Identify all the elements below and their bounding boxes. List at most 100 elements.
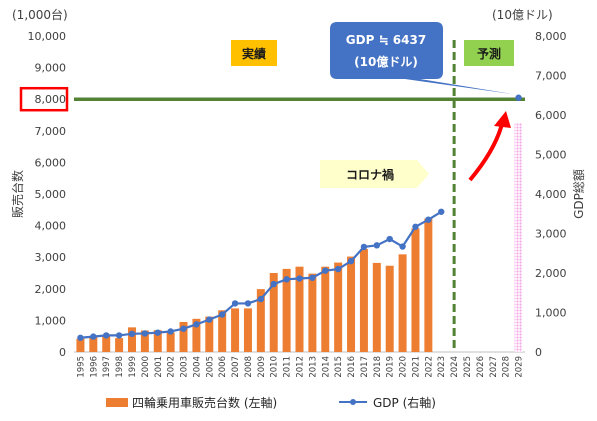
left-tick-label: 9,000 [35,62,67,75]
growth-arrow-shaft [468,123,504,182]
x-tick-label: 1999 [128,356,138,378]
sales-bar [398,254,407,352]
x-tick-label: 2021 [411,356,421,378]
gdp-point [257,295,265,303]
sales-bar [231,308,240,352]
gdp-point [425,216,432,223]
x-tick-label: 2014 [321,356,331,378]
x-tick-label: 2025 [463,356,473,378]
left-tick-label: 5,000 [35,188,67,201]
right-tick-label: 8,000 [535,30,567,43]
right-tick-label: 4,000 [535,188,567,201]
sales-bar [153,330,162,352]
right-tick-label: 2,000 [535,267,567,280]
highlighted-8000-tick-box [19,86,69,112]
x-tick-label: 2020 [399,356,409,378]
actual-badge-label: 実績 [242,46,266,61]
gdp-point [270,280,277,288]
sales-bar [179,321,188,352]
x-tick-label: 2006 [218,356,228,378]
legend-swatch-gdp-marker [350,399,356,405]
right-axis-label: GDP総額 [572,169,586,219]
left-tick-label: 2,000 [35,283,67,296]
sales-bar [411,228,420,352]
x-tick-label: 1996 [89,356,99,378]
x-tick-label: 1997 [102,356,112,378]
sales-bar [282,268,291,352]
gdp-point [296,275,303,282]
left-tick-label: 0 [59,346,66,359]
sales-bar [385,265,394,352]
sales-bar [308,273,317,352]
sales-bar [269,273,278,352]
gdp-point [360,243,368,251]
x-tick-label: 2015 [334,356,344,378]
gdp-point [515,94,522,101]
legend-label-gdp: GDP (右軸) [373,395,436,410]
x-tick-label: 2024 [450,356,460,378]
x-tick-label: 2026 [476,356,486,378]
sales-bar [192,318,201,352]
left-axis-label: 販売台数 [10,170,25,218]
x-tick-label: 2017 [360,356,370,378]
sales-bar [372,262,381,352]
gdp-callout-value: GDP ≒ 6437 [346,33,426,47]
sales-bar [359,248,368,352]
x-tick-label: 2005 [205,356,215,378]
sales-bar [321,266,330,352]
gdp-point [115,332,123,339]
x-tick-label: 2028 [502,356,512,378]
left-tick-label: 6,000 [35,156,67,169]
gdp-point [193,321,200,328]
right-tick-label: 0 [535,346,542,359]
sales-bar [205,316,214,352]
x-tick-label: 2001 [154,356,164,378]
forecast-badge-label: 予測 [477,46,501,61]
gdp-point [347,257,355,265]
sales-bar [334,262,343,352]
x-tick-label: 2000 [141,356,151,378]
forecast-badge-box [464,40,514,66]
gdp-point [244,300,252,307]
left-tick-label: 8,000 [35,93,67,106]
x-tick-label: 2003 [180,356,190,378]
gdp-point [309,274,316,281]
corona-label: コロナ禍 [346,167,394,182]
legend-swatch-sales [106,398,128,407]
sales-bar [347,256,356,352]
x-tick-label: 2016 [347,356,357,378]
sales-bar [140,330,149,352]
gdp-point [438,208,445,215]
gdp-point [322,267,329,274]
gdp-point [373,242,381,249]
sales-bar [218,310,227,352]
gdp-point [206,316,213,323]
gdp-point [412,223,419,230]
corona-box [320,160,429,188]
gdp-point [103,332,110,339]
actual-badge: 実績 [231,40,277,66]
x-tick-label: 2018 [373,356,383,378]
sales-bar [166,332,175,352]
legend-label-sales: 四輪乗用車販売台数 (左軸) [132,395,277,410]
gdp-point [218,311,226,318]
x-tick-label: 2029 [515,356,525,378]
x-tick-label: 2023 [437,356,447,378]
actual-badge-box [231,40,277,66]
left-tick-label: 4,000 [35,220,67,233]
plot-area: 0 1,000 2,000 3,000 4,000 5,000 6,000 7,000 8,00… [28,30,567,378]
gdp-point [386,235,393,243]
x-tick-label: 2009 [257,356,267,378]
sales-bar [243,308,252,352]
x-tick-label: 1995 [76,356,86,378]
projection-bar [514,122,523,353]
sales-bar [127,327,136,352]
left-tick-label: 3,000 [35,251,67,264]
x-tick-label: 2004 [192,356,202,378]
x-tick-label: 2002 [167,356,177,378]
right-tick-label: 1,000 [535,307,567,320]
right-tick-label: 7,000 [535,70,567,83]
sales-bar [76,338,85,352]
sales-bar [295,266,304,352]
